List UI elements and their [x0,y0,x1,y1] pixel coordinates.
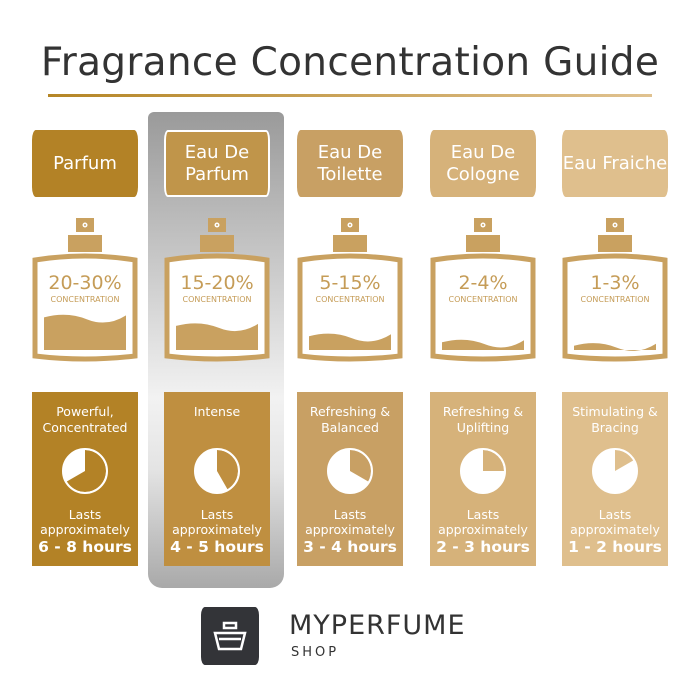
description: Stimulating & Bracing [572,404,658,435]
brand-name: MYPERFUME [289,610,466,641]
type-name: Eau De Toilette [317,141,383,185]
column-eau-fraiche: Eau Fraiche 1-3% CONCENTRATION Stimulati… [562,0,668,700]
column-eau-de-parfum: Eau De Parfum 15-20% CONCENTRATION Inten… [164,0,270,700]
duration-pie-icon [460,448,506,494]
bottle-icon [164,218,270,362]
pie-slice [217,450,238,490]
duration-pie-icon [194,448,240,494]
concentration-value: 20-30% [48,272,122,294]
concentration-value: 15-20% [180,272,254,294]
duration-value: 2 - 3 hours [436,538,530,556]
description: Intense [193,404,241,419]
description: Powerful, Concentrated [42,404,128,435]
liquid-level [442,339,524,350]
lasts-label: Lasts approximately [570,507,660,537]
duration-pie-icon [592,448,638,494]
liquid-level [309,333,391,350]
column-parfum: Parfum 20-30% CONCENTRATION Powerful, Co… [32,0,138,700]
duration-value: 3 - 4 hours [303,538,397,556]
lasts-label: Lasts approximately [305,507,395,537]
type-header: Eau De Toilette [297,130,403,197]
concentration-label: CONCENTRATION [315,295,385,304]
duration-value: 1 - 2 hours [568,538,662,556]
concentration-value: 2-4% [458,272,508,294]
pie-slice [615,450,634,471]
pie-slice [66,450,106,492]
longevity-card: Powerful, Concentrated Lasts approximate… [32,392,138,566]
duration-pie-icon [327,448,373,494]
pie-slice [350,450,371,482]
concentration-label: CONCENTRATION [50,295,120,304]
page-title: Fragrance Concentration Guide [40,40,660,85]
bottle-icon [562,218,668,362]
bottle-icon [32,218,138,362]
concentration-label: CONCENTRATION [580,295,650,304]
lasts-label: Lasts approximately [438,507,528,537]
title-divider [48,94,652,97]
longevity-card: Refreshing & Balanced Lasts approximatel… [297,392,403,566]
lasts-label: Lasts approximately [40,507,130,537]
longevity-card: Stimulating & Bracing Lasts approximatel… [562,392,668,566]
concentration-label: CONCENTRATION [182,295,252,304]
liquid-level [176,323,258,350]
duration-value: 6 - 8 hours [38,538,132,556]
longevity-card: Refreshing & Uplifting Lasts approximate… [430,392,536,566]
type-name: Eau De Parfum [184,141,250,185]
liquid-level [44,314,126,350]
description: Refreshing & Uplifting [442,404,524,435]
description: Refreshing & Balanced [309,404,391,435]
pie-slice [483,450,504,471]
duration-pie-icon [62,448,108,494]
liquid-level [574,343,656,351]
type-header: Eau De Cologne [430,130,536,197]
brand-sub: SHOP [291,645,340,660]
column-eau-de-cologne: Eau De Cologne 2-4% CONCENTRATION Refres… [430,0,536,700]
type-header: Parfum [32,130,138,197]
logo-icon [201,607,259,665]
column-eau-de-toilette: Eau De Toilette 5-15% CONCENTRATION Refr… [297,0,403,700]
duration-value: 4 - 5 hours [170,538,264,556]
bottle-icon [297,218,403,362]
type-name: Eau Fraiche [562,152,668,174]
bottle-icon [430,218,536,362]
type-header: Eau Fraiche [562,130,668,197]
type-name: Parfum [53,152,117,174]
concentration-value: 1-3% [590,272,640,294]
type-header: Eau De Parfum [164,130,270,197]
concentration-label: CONCENTRATION [448,295,518,304]
concentration-value: 5-15% [319,272,381,294]
longevity-card: Intense Lasts approximately 4 - 5 hours [164,392,270,566]
type-name: Eau De Cologne [446,141,520,185]
lasts-label: Lasts approximately [172,507,262,537]
